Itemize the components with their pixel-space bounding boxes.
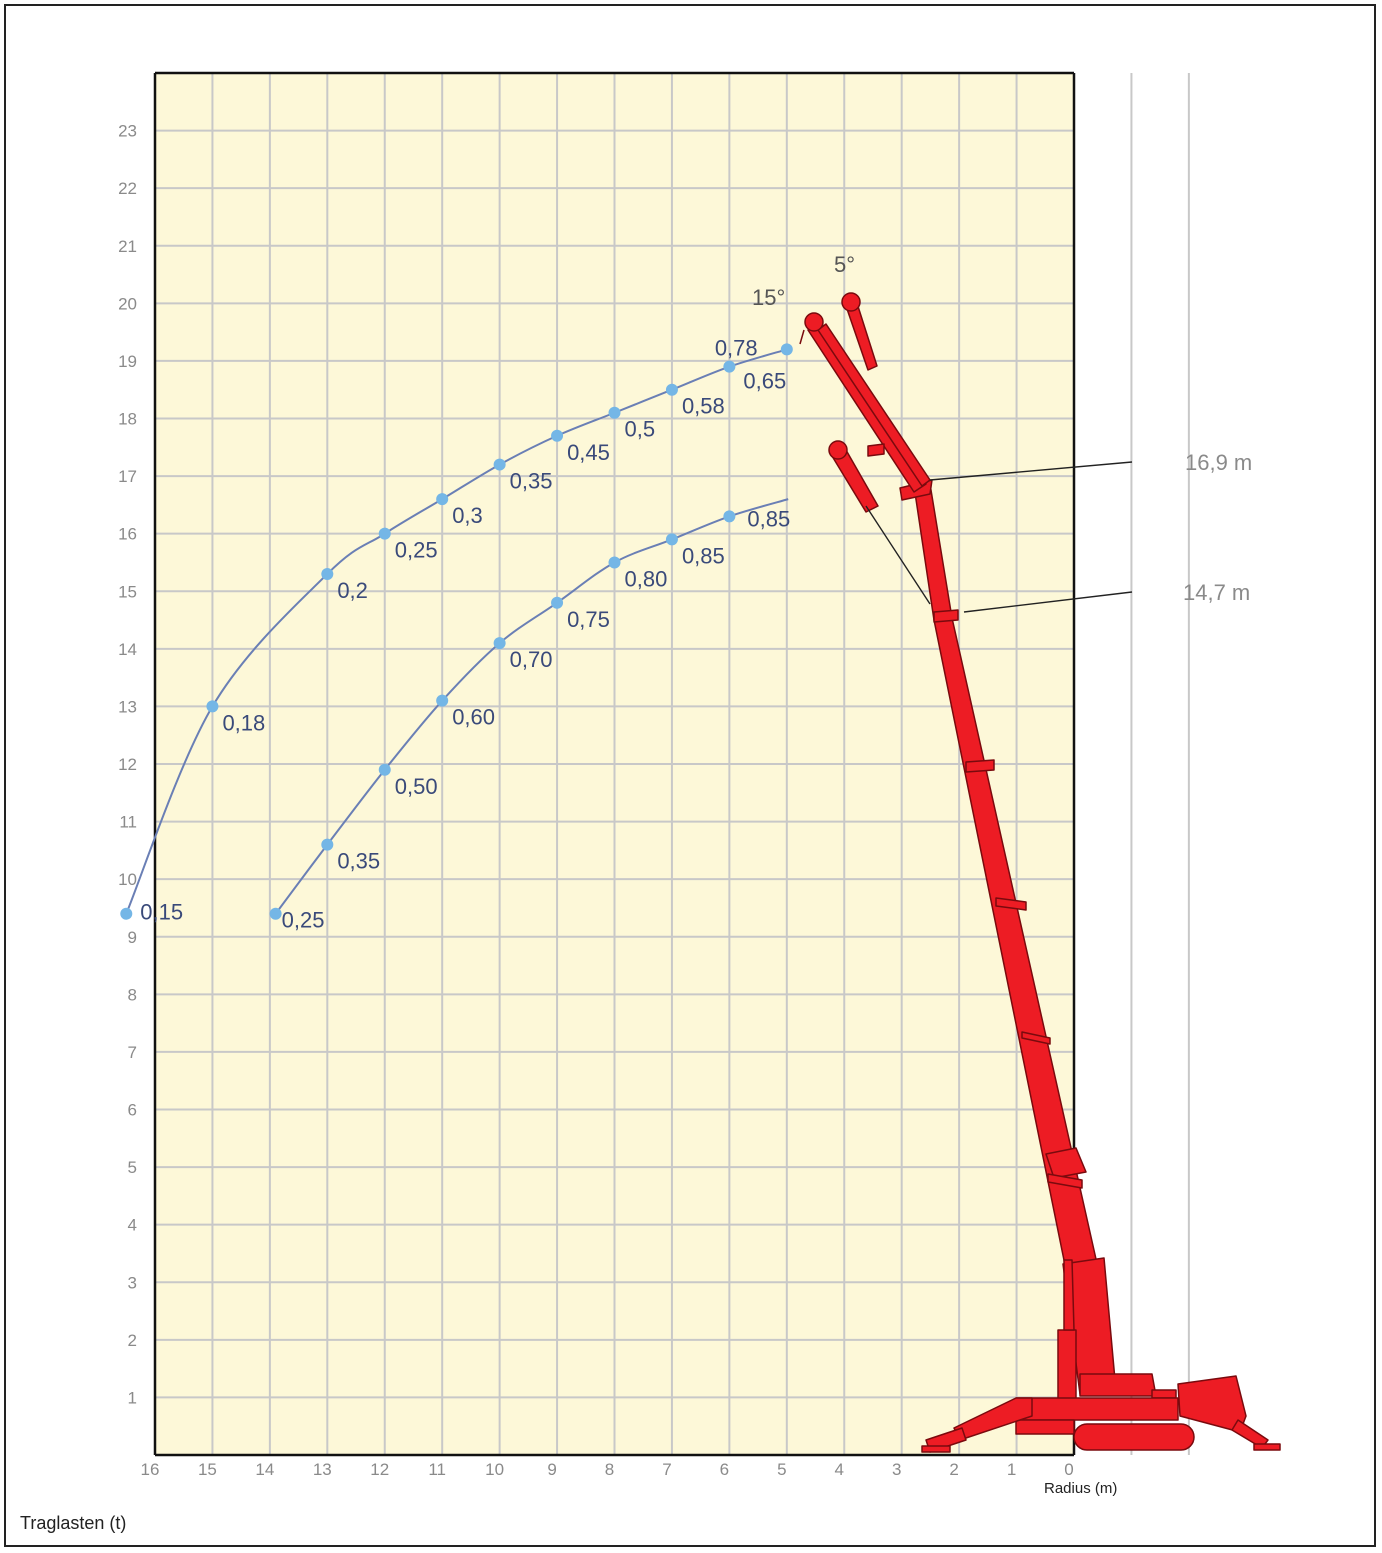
x-tick-label: 0 <box>1064 1460 1073 1479</box>
data-label: 0,60 <box>452 705 495 730</box>
y-tick-label: 20 <box>118 294 137 313</box>
x-axis-label: Radius (m) <box>1044 1480 1117 1497</box>
y-tick-label: 22 <box>118 179 137 198</box>
data-point <box>665 533 678 546</box>
data-point <box>551 429 564 442</box>
y-tick-label: 14 <box>118 640 137 659</box>
x-tick-label: 8 <box>605 1460 614 1479</box>
annotation-boom-short: 14,7 m <box>1183 580 1250 605</box>
data-point <box>378 527 391 540</box>
x-tick-label: 11 <box>428 1460 446 1479</box>
data-label: 0,85 <box>682 543 725 568</box>
data-point <box>723 360 736 373</box>
data-label: 0,25 <box>282 908 325 933</box>
crane-illustration <box>799 292 1281 1453</box>
annotation-boom-long: 16,9 m <box>1185 450 1252 475</box>
data-point <box>321 838 334 851</box>
y-axis-label: Traglasten (t) <box>20 1513 126 1533</box>
data-point <box>436 493 449 506</box>
annotation-angle-15: 15° <box>752 285 785 310</box>
data-label: 0,80 <box>625 566 668 591</box>
y-tick-label: 4 <box>128 1216 137 1235</box>
data-point <box>206 700 219 713</box>
data-label: 0,35 <box>510 469 553 494</box>
data-point <box>493 458 506 471</box>
annotation-leaders <box>865 461 1133 613</box>
y-tick-label: 23 <box>118 122 137 141</box>
x-tick-label: 15 <box>198 1460 217 1479</box>
y-tick-label: 5 <box>128 1158 137 1177</box>
y-tick-label: 21 <box>118 237 137 256</box>
y-tick-label: 10 <box>118 870 137 889</box>
data-point <box>493 637 506 650</box>
x-tick-label: 6 <box>720 1460 729 1479</box>
y-tick-label: 2 <box>128 1331 137 1350</box>
y-tick-label: 1 <box>128 1388 137 1407</box>
data-point <box>551 596 564 609</box>
grid <box>153 71 1190 1457</box>
annotation-angle-5: 5° <box>834 252 855 277</box>
x-tick-label: 5 <box>777 1460 786 1479</box>
data-point <box>608 406 621 419</box>
load-labels: 0,15 0,18 0,2 0,25 0,3 0,35 0,45 0,5 0,58 0,65 0,7… <box>140 335 790 932</box>
x-tick-label: 3 <box>892 1460 901 1479</box>
series-line <box>274 498 789 915</box>
data-label: 0,3 <box>452 503 483 528</box>
data-label: 0,65 <box>743 369 786 394</box>
data-label: 0,45 <box>567 440 610 465</box>
data-label: 0,5 <box>625 417 656 442</box>
data-point <box>120 907 133 920</box>
data-label: 0,18 <box>222 710 265 735</box>
y-tick-label: 19 <box>118 352 137 371</box>
data-point <box>723 510 736 523</box>
data-label: 0,2 <box>337 578 368 603</box>
data-label: 0,25 <box>395 538 438 563</box>
data-label: 0,85 <box>747 506 790 531</box>
x-tick-label: 4 <box>835 1460 844 1479</box>
x-tick-label: 13 <box>313 1460 332 1479</box>
x-tick-label: 9 <box>547 1460 556 1479</box>
y-tick-label: 12 <box>118 755 137 774</box>
data-label: 0,35 <box>337 849 380 874</box>
data-label: 0,75 <box>567 607 610 632</box>
y-tick-label: 8 <box>128 985 137 1004</box>
data-point <box>269 907 282 920</box>
y-tick-label: 3 <box>128 1273 137 1292</box>
data-label: 0,58 <box>682 394 725 419</box>
x-tick-label: 16 <box>141 1460 160 1479</box>
x-tick-label: 1 <box>1007 1460 1016 1479</box>
data-label: 0,50 <box>395 774 438 799</box>
data-point <box>780 343 793 356</box>
y-tick-label: 7 <box>128 1043 137 1062</box>
x-tick-label: 7 <box>662 1460 671 1479</box>
data-label: 0,15 <box>140 900 183 925</box>
y-tick-label: 13 <box>118 697 137 716</box>
chart-frame <box>4 4 1376 1547</box>
data-label: 0,78 <box>715 335 758 360</box>
data-point <box>436 694 449 707</box>
y-tick-label: 6 <box>128 1101 137 1120</box>
data-label: 0,70 <box>510 647 553 672</box>
x-tick-label: 10 <box>485 1460 504 1479</box>
load-points <box>120 343 793 920</box>
x-tick-label: 12 <box>370 1460 389 1479</box>
y-tick-label: 15 <box>118 582 137 601</box>
data-point <box>665 383 678 396</box>
y-tick-label: 9 <box>128 928 137 947</box>
x-tick-label: 14 <box>255 1460 274 1479</box>
x-tick-label: 2 <box>949 1460 958 1479</box>
y-tick-label: 17 <box>118 467 137 486</box>
data-point <box>378 763 391 776</box>
y-tick-label: 18 <box>118 410 137 429</box>
data-point <box>608 556 621 569</box>
x-axis-ticks: 16 15 14 13 12 11 10 9 8 7 6 5 4 3 2 1 0 <box>141 1460 1074 1479</box>
y-tick-label: 11 <box>119 813 137 832</box>
data-point <box>321 567 334 580</box>
y-tick-label: 16 <box>118 525 137 544</box>
